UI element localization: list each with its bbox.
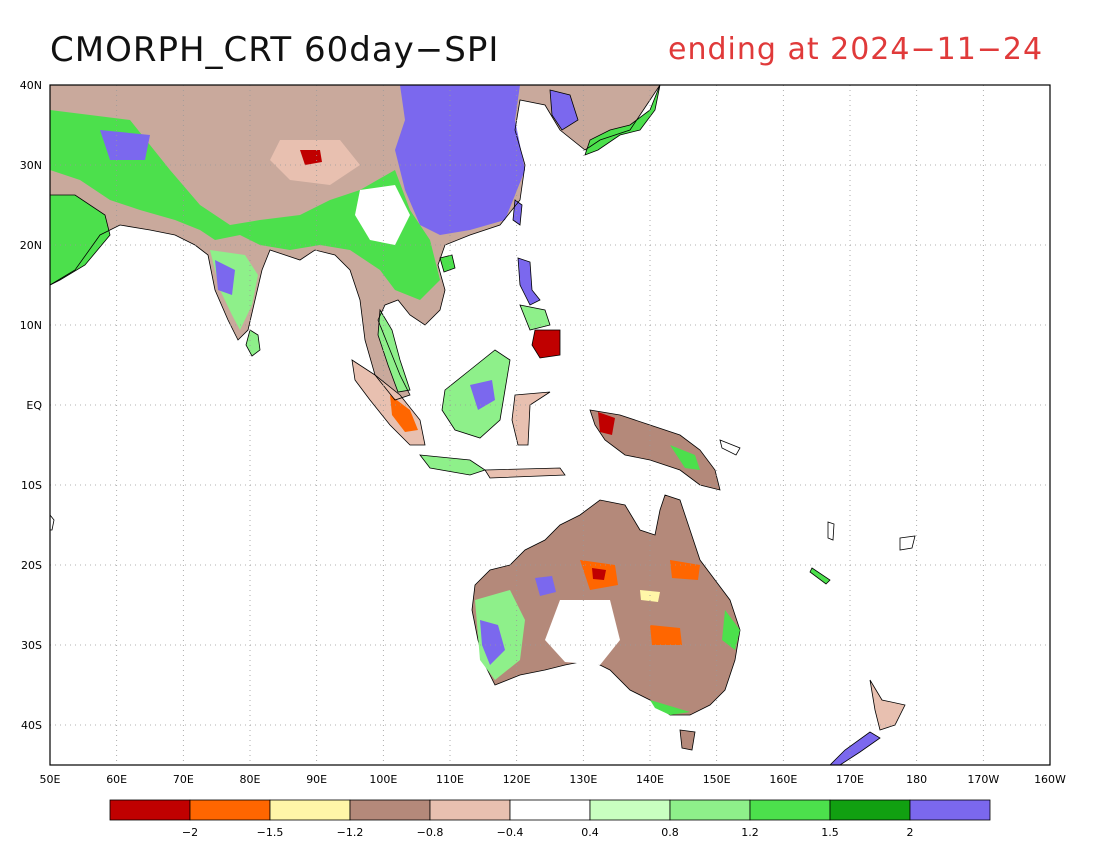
lat-labels: 40N 30N 20N 10N EQ 10S 20S 30S 40S — [20, 79, 43, 732]
land-java — [419, 454, 486, 476]
legend-swatch — [269, 799, 351, 821]
legend-label: 1.5 — [821, 826, 839, 839]
legend-label: −2 — [182, 826, 198, 839]
land-solomon — [719, 439, 741, 456]
sumatra-dry — [390, 395, 418, 432]
land-korea — [549, 89, 579, 131]
lon-label: 150E — [703, 773, 731, 786]
asia-wet-3 — [100, 130, 150, 160]
legend-swatch — [909, 799, 991, 821]
land-hainan — [439, 254, 456, 273]
legend-label: 0.4 — [581, 826, 599, 839]
land-newguinea — [589, 409, 721, 491]
asia-wet-2 — [215, 260, 235, 295]
australia-orange-2 — [650, 625, 682, 645]
plot-frame — [49, 84, 1051, 766]
lon-label: 110E — [436, 773, 464, 786]
land-tasmania — [679, 729, 696, 751]
lat-label: 20N — [20, 239, 42, 252]
australia-wet-sw — [480, 620, 505, 665]
lon-label: 120E — [503, 773, 531, 786]
land-sulawesi — [511, 391, 551, 446]
lon-label: 100E — [369, 773, 397, 786]
legend-label: −0.8 — [417, 826, 444, 839]
lat-label: 20S — [21, 559, 42, 572]
land-malaya — [377, 308, 411, 393]
australia-green-e — [722, 610, 740, 650]
coastline-asia — [50, 85, 661, 401]
legend-swatch — [429, 799, 511, 821]
lat-label: 10N — [20, 319, 42, 332]
australia-red-1 — [592, 568, 606, 580]
legend-label: −0.4 — [497, 826, 524, 839]
lon-label: 140E — [636, 773, 664, 786]
legend-label: −1.2 — [337, 826, 364, 839]
lat-label: 30N — [20, 159, 42, 172]
newguinea-red — [598, 412, 615, 435]
land-newcal — [809, 567, 831, 585]
lon-label: 80E — [240, 773, 261, 786]
lat-label: 40N — [20, 79, 42, 92]
land-fiji — [899, 535, 916, 551]
lon-label: 50E — [40, 773, 61, 786]
legend-swatch — [349, 799, 431, 821]
land-lesser-sunda — [484, 467, 566, 479]
asia-wet-1 — [395, 85, 525, 235]
land-madagascar-edge — [50, 514, 55, 531]
asia-green-1 — [50, 110, 440, 300]
legend-swatch — [589, 799, 671, 821]
land-luzon — [517, 257, 541, 306]
lat-label: 30S — [21, 639, 42, 652]
legend-label: 2 — [907, 826, 914, 839]
legend-swatch — [669, 799, 751, 821]
grid-lines — [50, 85, 1050, 765]
lat-label: 40S — [21, 719, 42, 732]
land-layer — [50, 85, 916, 765]
land-nz-south — [829, 731, 881, 765]
borneo-wet — [470, 380, 495, 410]
legend-swatch — [509, 799, 591, 821]
asia-red-1 — [300, 150, 322, 165]
legend-swatch — [749, 799, 831, 821]
lon-label: 130E — [569, 773, 597, 786]
map-title: CMORPH_CRT 60day−SPI — [50, 30, 500, 70]
legend-label: −1.5 — [257, 826, 284, 839]
lon-label: 170W — [967, 773, 999, 786]
newguinea-green — [670, 445, 700, 470]
land-vanuatu — [827, 521, 835, 541]
asia-white-1 — [355, 185, 410, 245]
legend-swatch — [189, 799, 271, 821]
lon-label: 90E — [306, 773, 327, 786]
lon-label: 70E — [173, 773, 194, 786]
australia-green-se — [650, 700, 690, 715]
lat-label: 10S — [21, 479, 42, 492]
legend-label: 0.8 — [661, 826, 679, 839]
lon-label: 170E — [836, 773, 864, 786]
lon-label: 180 — [906, 773, 927, 786]
australia-white — [545, 600, 620, 665]
australia-wet-c — [535, 576, 556, 596]
legend-swatch — [829, 799, 911, 821]
lon-labels: 50E 60E 70E 80E 90E 100E 110E 120E 130E 140E 150E 1… — [40, 773, 1067, 786]
australia-orange-3 — [670, 560, 700, 580]
legend-swatch — [109, 799, 191, 821]
land-srilanka — [245, 329, 261, 357]
lon-label: 60E — [106, 773, 127, 786]
lat-label: EQ — [26, 399, 42, 412]
coastline-layer — [50, 85, 661, 401]
map-subtitle: ending at 2024−11−24 — [668, 32, 1044, 67]
land-mindanao — [531, 329, 561, 359]
color-legend: −2 −1.5 −1.2 −0.8 −0.4 0.4 0.8 1.2 1.5 2 — [109, 799, 991, 839]
lon-label: 160W — [1034, 773, 1066, 786]
legend-label: 1.2 — [741, 826, 759, 839]
lon-label: 160E — [769, 773, 797, 786]
